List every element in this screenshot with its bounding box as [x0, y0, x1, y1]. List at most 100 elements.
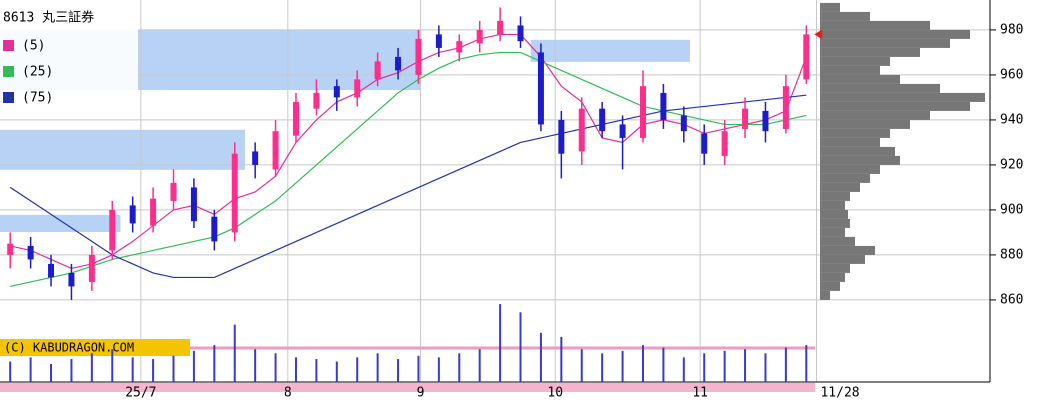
x-tick-label: 10: [547, 386, 563, 401]
candle-body: [517, 25, 524, 42]
volume-bar: [703, 353, 706, 382]
legend-box: [0, 5, 138, 109]
profile-bar: [820, 155, 900, 165]
profile-bar: [820, 128, 890, 138]
profile-bar: [820, 11, 870, 21]
volume-bar: [478, 349, 481, 382]
candle-body: [129, 205, 136, 224]
candle-body: [476, 29, 483, 44]
profile-bar: [820, 236, 855, 246]
candle-body: [721, 131, 728, 156]
ma-line: [9, 94, 807, 279]
candle-body: [762, 110, 769, 132]
volume-bar: [356, 357, 359, 382]
candle-body: [660, 92, 667, 120]
candle-body: [27, 245, 34, 260]
profile-bar: [820, 191, 850, 201]
y-tick-label: 940: [1000, 112, 1023, 127]
candle-body: [578, 108, 585, 152]
profile-bar: [820, 200, 845, 210]
volume-bar: [9, 361, 12, 382]
candle-body: [48, 263, 55, 278]
volume-bar: [601, 353, 604, 382]
legend-label: (75): [22, 91, 53, 106]
candle-body: [211, 216, 218, 242]
profile-bar: [820, 119, 910, 129]
volume-bar: [560, 336, 563, 382]
x-tick-label: 25/7: [125, 386, 156, 401]
volume-bar: [90, 353, 93, 382]
under-layer: [0, 0, 990, 382]
legend-label: (5): [22, 39, 45, 54]
volume-bar: [152, 359, 155, 382]
volume-bar: [641, 345, 644, 382]
y-tick-label: 920: [1000, 157, 1023, 172]
ma-line: [10, 51, 807, 288]
volume-bar: [274, 353, 277, 382]
candle-body: [68, 272, 75, 287]
profile-bar: [820, 38, 950, 48]
x-tick-label: 11: [692, 386, 708, 401]
candle-body: [415, 38, 422, 75]
profile-bar: [820, 56, 890, 66]
price-zone: [530, 39, 690, 62]
profile-bar: [820, 65, 880, 75]
y-tick-label: 880: [1000, 247, 1023, 262]
volume-bar: [376, 353, 379, 382]
candle-body: [313, 92, 320, 109]
profile-bar: [820, 218, 850, 228]
volume-bar: [294, 357, 297, 382]
volume-bar: [580, 349, 583, 382]
legend-swatch: [3, 40, 14, 51]
legend-swatch: [3, 92, 14, 103]
profile-bar: [820, 272, 845, 282]
profile-bar: [820, 173, 870, 183]
profile-bar: [820, 20, 930, 30]
candle-body: [292, 101, 299, 136]
candle-body: [435, 34, 442, 48]
watermark-box: [0, 339, 190, 356]
candle-body: [742, 108, 749, 129]
volume-bar: [70, 359, 73, 382]
legend-label: (25): [22, 65, 53, 80]
candle-body: [803, 34, 810, 80]
profile-bar: [820, 146, 895, 156]
volume-bar: [111, 349, 114, 382]
candle-body: [252, 151, 259, 165]
volume-bar: [233, 324, 236, 382]
x-tick-label: 8: [284, 386, 292, 401]
x-axis-band: [0, 383, 815, 392]
candle-body: [374, 61, 381, 80]
volume-bar: [662, 347, 665, 382]
profile-bar: [820, 83, 940, 93]
candle-body: [190, 187, 197, 222]
price-zone: [0, 129, 245, 170]
chart-title: 8613 丸三証券: [3, 10, 94, 26]
volume-bar: [784, 347, 787, 382]
candle-body: [231, 153, 238, 233]
candle-body: [537, 52, 544, 125]
profile-bar: [820, 92, 985, 102]
candle-body: [170, 182, 177, 201]
volume-bar: [744, 349, 747, 382]
candle-body: [354, 79, 361, 98]
x-tick-label: 9: [417, 386, 425, 401]
profile-bar: [820, 245, 875, 255]
candle-body: [150, 198, 157, 226]
candle-body: [272, 131, 279, 170]
volume-bar: [213, 345, 216, 382]
profile-bar: [820, 263, 850, 273]
profile-bar: [820, 110, 930, 120]
volume-bar: [397, 359, 400, 382]
candle-body: [7, 243, 14, 255]
ma-line: [10, 33, 807, 270]
volume-bar: [131, 357, 134, 382]
y-tick-label: 980: [1000, 22, 1023, 37]
legend-swatch: [3, 66, 14, 77]
profile-bar: [820, 74, 900, 84]
y-tick-label: 900: [1000, 202, 1023, 217]
volume-bar: [764, 353, 767, 382]
volume-bar: [315, 359, 318, 382]
x-tick-label: 11/28: [820, 386, 859, 401]
